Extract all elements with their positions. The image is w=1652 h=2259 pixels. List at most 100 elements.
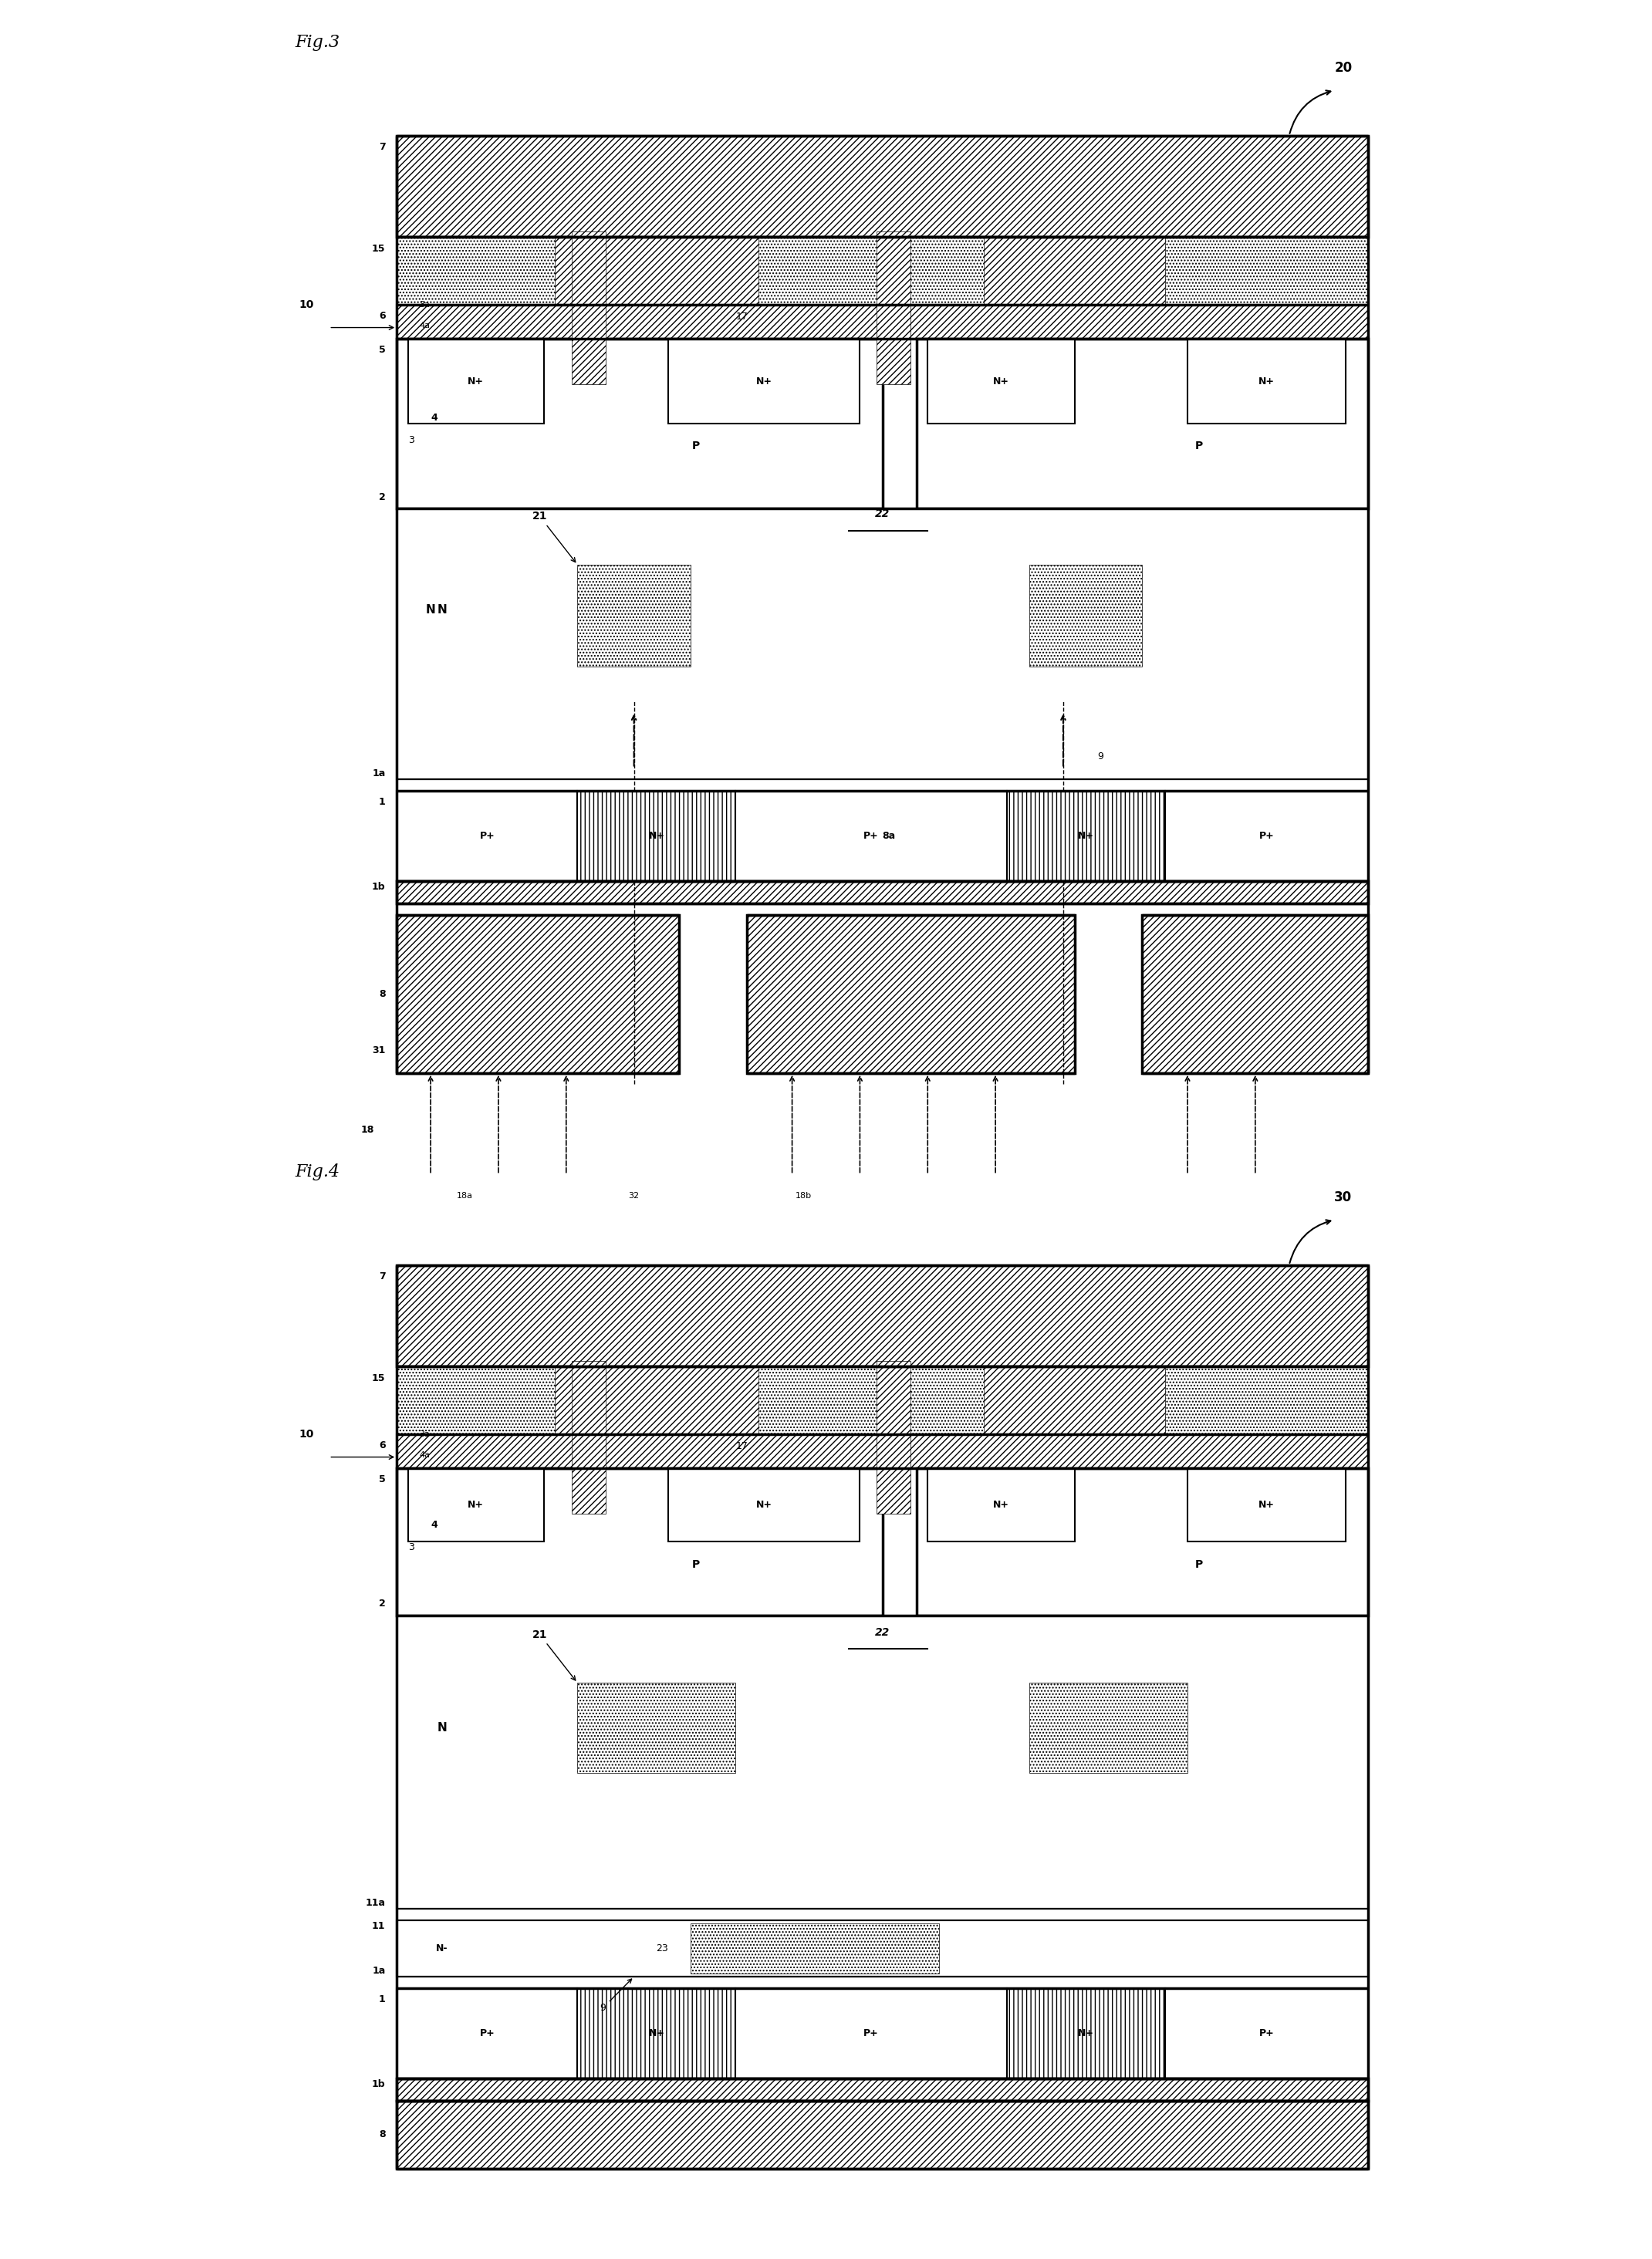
Text: 18a: 18a [456,1193,472,1200]
Bar [877,1360,910,1514]
Text: 9: 9 [600,1979,631,2013]
Text: 9: 9 [1097,752,1104,761]
Text: 11a: 11a [365,1898,385,1909]
Text: 3: 3 [408,1543,415,1552]
Text: 3a: 3a [420,1430,430,1439]
Bar [396,237,1368,305]
Text: N+: N+ [755,1500,771,1509]
Bar [877,233,910,384]
Bar [572,233,606,384]
Text: P+: P+ [1259,831,1274,840]
Text: 4a: 4a [420,321,430,330]
Text: 11: 11 [372,1920,385,1931]
Text: 21: 21 [532,511,575,562]
Text: 18b: 18b [795,1193,811,1200]
Text: P: P [1194,1559,1203,1570]
Text: 10: 10 [299,1430,314,1439]
Bar [396,1468,882,1615]
Text: N: N [426,603,436,617]
Bar [1188,339,1346,425]
Bar [758,237,985,305]
Bar [396,881,1368,904]
Text: N: N [438,603,446,617]
Text: N+: N+ [993,377,1009,386]
Bar [396,1615,1368,1909]
Text: P+: P+ [864,2029,879,2038]
Text: N-: N- [436,1943,448,1954]
Text: 6: 6 [378,1441,385,1450]
Text: 5: 5 [378,346,385,355]
Bar [396,508,1368,779]
Bar [1006,791,1165,881]
Text: Fig.3: Fig.3 [296,34,340,52]
Bar [1165,791,1368,881]
Text: 15: 15 [372,244,385,253]
Bar [396,1988,578,2078]
Text: 1b: 1b [372,881,385,892]
Bar [578,791,735,881]
Text: 4: 4 [431,1520,438,1529]
Bar [572,1360,606,1514]
Bar [396,915,679,1073]
Bar [396,2078,1368,2101]
Bar [735,1988,1006,2078]
Bar [758,1367,985,1434]
Bar [667,339,861,425]
Bar [928,1468,1074,1541]
Text: 1a: 1a [372,768,385,779]
Text: 17: 17 [735,1441,748,1453]
Bar [917,339,1368,508]
Bar [396,1265,1368,1367]
Bar [578,1988,735,2078]
Text: 7: 7 [378,142,385,151]
Bar [1029,1683,1188,1773]
Bar [1165,1367,1368,1434]
Text: Fig.4: Fig.4 [296,1163,340,1181]
Text: 1a: 1a [372,1965,385,1977]
Bar [578,1683,735,1773]
Bar [747,915,1074,1073]
Bar [396,237,555,305]
Text: P: P [692,1559,700,1570]
Bar [667,1468,861,1541]
Bar [396,1367,555,1434]
Text: 3: 3 [408,436,415,445]
Text: 20: 20 [1335,61,1353,75]
Bar [396,305,1368,339]
Bar [396,1920,1368,1977]
Bar [735,791,1006,881]
Text: P+: P+ [479,831,494,840]
Text: N+: N+ [1259,1500,1275,1509]
Bar [1165,1988,1368,2078]
Text: 4: 4 [431,413,438,422]
Text: N+: N+ [1077,2029,1094,2038]
Text: 1: 1 [378,1995,385,2004]
Text: 15: 15 [372,1373,385,1383]
Bar [928,339,1074,425]
Bar [396,1434,1368,1468]
Bar [408,1468,544,1541]
Text: 22: 22 [876,1626,890,1638]
Text: 5: 5 [378,1475,385,1484]
Bar [396,136,1368,237]
Text: N+: N+ [1077,831,1094,840]
Bar [1142,915,1368,1073]
Text: P+: P+ [864,831,879,840]
Text: 3a: 3a [420,300,430,309]
Text: 2: 2 [378,1599,385,1608]
Text: N+: N+ [468,377,484,386]
Bar [691,1922,938,1974]
Text: N+: N+ [649,831,664,840]
Text: 22: 22 [876,508,890,520]
Bar [408,339,544,425]
Bar [396,791,578,881]
Text: P: P [692,441,700,452]
Text: 1b: 1b [372,2078,385,2090]
Bar [1165,237,1368,305]
Text: P+: P+ [479,2029,494,2038]
Text: N+: N+ [993,1500,1009,1509]
Text: 7: 7 [378,1272,385,1281]
Bar [1029,565,1142,666]
Bar [578,565,691,666]
Text: P+: P+ [1259,2029,1274,2038]
